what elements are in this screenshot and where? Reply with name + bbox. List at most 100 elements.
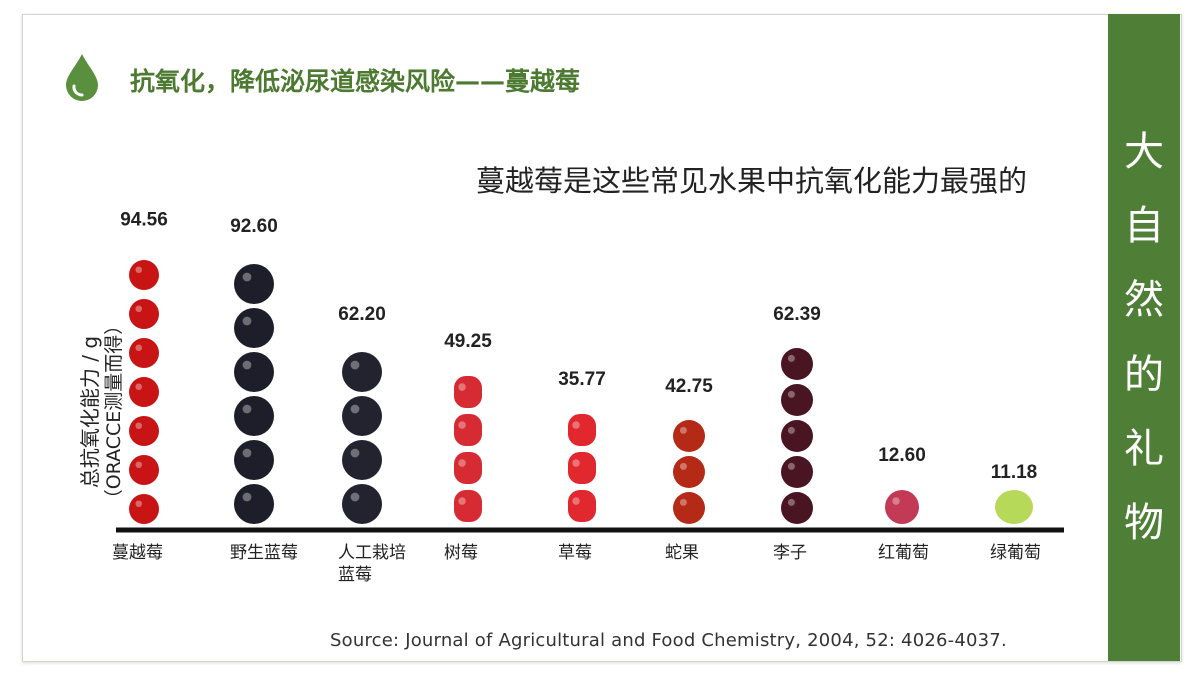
- fruit-highlight: [135, 422, 143, 430]
- fruit-highlight: [572, 459, 580, 467]
- category-label: 蔓越莓: [112, 543, 163, 563]
- fruit-highlight: [679, 426, 687, 434]
- fruit-highlight: [242, 448, 252, 458]
- value-label: 35.77: [558, 369, 606, 390]
- fruit-mark: [673, 420, 705, 452]
- y-axis-label: 总抗氧化能力 / g （ORACCE测量而得）: [78, 232, 125, 592]
- fruit-mark: [673, 492, 705, 524]
- fruit-mark: [129, 260, 159, 290]
- fruit-mark: [454, 376, 482, 408]
- fruit-highlight: [135, 500, 143, 508]
- fruit-mark: [454, 414, 482, 446]
- fruit-mark: [342, 484, 382, 524]
- fruit-highlight: [135, 383, 143, 391]
- fruit-mark: [342, 352, 382, 392]
- bar-blueberry: [342, 352, 382, 524]
- source-citation: Source: Journal of Agricultural and Food…: [330, 630, 1007, 651]
- fruit-highlight: [679, 498, 687, 506]
- fruit-mark: [781, 348, 813, 380]
- fruit-highlight: [135, 266, 143, 274]
- fruit-mark: [781, 420, 813, 452]
- fruit-mark: [781, 384, 813, 416]
- fruit-mark: [234, 264, 274, 304]
- side-char: 然: [1124, 277, 1164, 324]
- fruit-highlight: [458, 383, 466, 391]
- fruit-mark: [673, 456, 705, 488]
- side-char: 物: [1124, 499, 1164, 546]
- category-label: 绿葡萄: [990, 543, 1041, 563]
- fruit-highlight: [679, 462, 687, 470]
- slide-frame: [22, 14, 1182, 662]
- fruit-mark: [568, 452, 596, 484]
- fruit-mark: [234, 352, 274, 392]
- fruit-mark: [234, 440, 274, 480]
- category-label: 人工栽培: [338, 543, 406, 563]
- bar-green-grape: [995, 490, 1033, 524]
- fruit-highlight: [458, 459, 466, 467]
- fruit-highlight: [242, 404, 252, 414]
- fruit-mark: [234, 484, 274, 524]
- fruit-mark: [568, 490, 596, 522]
- fruit-mark: [781, 492, 813, 524]
- bar-plum: [781, 348, 813, 524]
- fruit-highlight: [350, 448, 360, 458]
- bar-wild-blueberry: [234, 264, 274, 524]
- chart-headline: 蔓越莓是这些常见水果中抗氧化能力最强的: [476, 164, 1028, 198]
- fruit-mark: [885, 490, 919, 524]
- category-label: 树莓: [444, 543, 478, 563]
- category-label: 草莓: [558, 543, 592, 563]
- fruit-highlight: [458, 421, 466, 429]
- side-char: 自: [1124, 203, 1164, 250]
- fruit-highlight: [787, 390, 795, 398]
- fruit-mark: [129, 455, 159, 485]
- side-band: 大 自 然 的 礼 物: [1108, 14, 1180, 661]
- fruit-highlight: [242, 492, 252, 502]
- water-drop-icon: [66, 54, 98, 101]
- fruit-highlight: [787, 426, 795, 434]
- value-label: 11.18: [991, 462, 1038, 483]
- fruit-highlight: [350, 360, 360, 370]
- fruit-highlight: [242, 272, 252, 282]
- fruit-mark: [129, 299, 159, 329]
- side-char: 的: [1124, 351, 1164, 398]
- fruit-highlight: [350, 492, 360, 502]
- value-label: 62.39: [773, 304, 821, 325]
- fruit-mark: [234, 308, 274, 348]
- bar-cranberry: [129, 260, 159, 524]
- fruit-highlight: [135, 305, 143, 313]
- fruit-mark: [781, 456, 813, 488]
- fruit-highlight: [572, 497, 580, 505]
- fruit-highlight: [135, 344, 143, 352]
- category-label: 蛇果: [665, 543, 699, 563]
- fruit-highlight: [350, 404, 360, 414]
- fruit-highlight: [787, 498, 795, 506]
- bar-red-grape: [885, 490, 919, 524]
- y-axis-label-line2: （ORACCE测量而得）: [103, 315, 125, 509]
- side-char: 大: [1124, 129, 1164, 175]
- fruit-mark: [129, 494, 159, 524]
- fruit-highlight: [242, 316, 252, 326]
- fruit-highlight: [572, 421, 580, 429]
- fruit-mark: [454, 490, 482, 522]
- fruit-mark: [234, 396, 274, 436]
- value-label: 42.75: [665, 376, 713, 397]
- category-label: 红葡萄: [878, 543, 929, 563]
- value-label: 92.60: [230, 216, 278, 237]
- category-label: 李子: [773, 543, 807, 563]
- fruit-mark: [129, 377, 159, 407]
- fruit-mark: [454, 452, 482, 484]
- value-label: 94.56: [120, 210, 168, 231]
- page-title: 抗氧化，降低泌尿道感染风险——蔓越莓: [130, 67, 581, 96]
- fruit-highlight: [458, 497, 466, 505]
- fruit-highlight: [787, 462, 795, 470]
- fruit-mark: [568, 414, 596, 446]
- headline-box: [464, 144, 1080, 244]
- fruit-mark: [129, 416, 159, 446]
- y-axis-label-line1: 总抗氧化能力 / g: [78, 335, 102, 489]
- fruit-mark: [342, 440, 382, 480]
- value-label: 62.20: [338, 304, 386, 325]
- fruit-mark: [342, 396, 382, 436]
- bar-red-apple: [673, 420, 705, 524]
- value-label: 12.60: [878, 445, 926, 466]
